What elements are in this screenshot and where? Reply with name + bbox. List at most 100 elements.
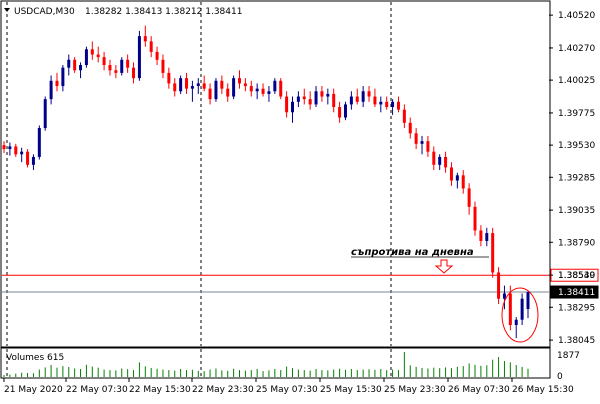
candle-body: [61, 67, 65, 87]
candle-body: [367, 91, 371, 97]
candle-body: [226, 88, 230, 97]
volume-zero-label: 0: [557, 372, 563, 382]
candle-body: [84, 49, 88, 66]
candle-body: [426, 141, 430, 152]
candle-body: [373, 96, 377, 105]
candle-body: [520, 298, 524, 320]
candle-body: [461, 175, 465, 189]
candle-body: [396, 101, 400, 110]
candle-body: [444, 156, 448, 168]
candle-body: [338, 107, 342, 118]
candle-body: [279, 80, 283, 97]
candle-body: [514, 319, 518, 325]
y-tick-label: 1.39035: [558, 206, 595, 216]
candle-body: [14, 146, 18, 155]
candle-body: [137, 36, 141, 79]
x-axis: 21 May 2020 22 May 07:30 22 May 15:30 22 Ma…: [3, 378, 574, 395]
candle-body: [438, 156, 442, 165]
resistance-price-label: 1.38539: [558, 271, 595, 281]
candle-body: [149, 41, 153, 52]
candle-body: [249, 86, 253, 92]
candle-body: [243, 83, 247, 87]
candle-body: [90, 49, 94, 55]
candle-body: [432, 151, 436, 165]
y-tick-label: 1.40520: [558, 11, 595, 21]
candle-body: [302, 96, 306, 100]
candle-body: [379, 101, 383, 105]
candle-body: [473, 206, 477, 231]
grid: [6, 2, 392, 378]
candle-body: [385, 101, 389, 108]
candle-body: [96, 54, 100, 58]
candle-body: [402, 109, 406, 123]
x-tick-label: 26 May 07:30: [448, 385, 510, 395]
volume-bars: [3, 352, 529, 377]
price-panel-frame: [0, 0, 551, 348]
candle-body: [167, 72, 171, 84]
candle-body: [455, 175, 459, 181]
y-tick-label: 1.39285: [558, 173, 595, 183]
y-axis: 1.40520 1.40270 1.40025 1.39775 1.39530 1.392…: [549, 11, 595, 346]
candle-body: [208, 88, 212, 100]
x-tick-label: 22 May 07:30: [66, 385, 128, 395]
candle-body: [155, 51, 159, 60]
candle-body: [449, 167, 453, 181]
candle-body: [114, 70, 118, 73]
x-tick-label: 25 May 15:30: [320, 385, 382, 395]
y-tick-label: 1.40270: [558, 44, 595, 54]
resistance-annotation-text: съпротива на дневна: [351, 247, 474, 258]
candle-body: [190, 86, 194, 89]
candle-body: [255, 88, 259, 92]
candle-body: [314, 91, 318, 105]
candle-body: [161, 59, 165, 73]
volume-panel-frame: [0, 347, 551, 379]
candle-body: [49, 80, 53, 100]
candle-body: [179, 78, 183, 92]
chart-symbol-timeframe: USDCAD,M30: [14, 7, 75, 17]
candle-body: [20, 151, 24, 155]
candle-body: [508, 293, 512, 325]
candle-body: [26, 151, 30, 165]
candle-body: [485, 233, 489, 241]
candle-body: [79, 65, 83, 71]
x-tick-label: 21 May 2020: [4, 385, 63, 395]
candle-body: [8, 146, 12, 150]
x-tick-label: 22 May 15:30: [129, 385, 191, 395]
candle-body: [290, 101, 294, 113]
candle-body: [343, 104, 347, 118]
candle-body: [232, 78, 236, 97]
candle-body: [497, 272, 501, 299]
y-tick-label: 1.39775: [558, 109, 595, 119]
candle-body: [67, 59, 71, 68]
candle-body: [120, 59, 124, 73]
volume-max-label: 1877: [557, 351, 580, 361]
y-tick-label: 1.38790: [558, 238, 595, 248]
candle-body: [349, 96, 353, 105]
x-tick-label: 22 May 23:30: [192, 385, 254, 395]
candle-body: [43, 99, 47, 129]
candle-body: [196, 83, 200, 87]
y-tick-label: 1.38540: [558, 271, 595, 281]
y-tick-label: 1.38295: [558, 303, 595, 313]
candle-body: [479, 230, 483, 241]
candle-body: [173, 83, 177, 92]
horizontal-lines: 1.38539 1.38411: [2, 268, 599, 299]
candle-body: [332, 93, 336, 108]
candle-body: [526, 292, 530, 309]
candle-body: [308, 99, 312, 105]
symbol-menu-triangle-icon[interactable]: [4, 8, 10, 12]
candle-body: [261, 88, 265, 94]
y-tick-label: 1.39530: [558, 141, 595, 151]
candle-body: [185, 78, 189, 89]
x-tick-label: 25 May 07:30: [256, 385, 318, 395]
candle-body: [220, 80, 224, 89]
candle-body: [202, 83, 206, 89]
down-arrow-icon: [434, 259, 454, 274]
y-tick-label: 1.38045: [558, 336, 595, 346]
candle-body: [126, 59, 130, 68]
candle-body: [420, 141, 424, 144]
candle-body: [467, 188, 471, 207]
candle-body: [285, 96, 289, 113]
volume-panel-label: Volumes 615: [6, 353, 64, 363]
